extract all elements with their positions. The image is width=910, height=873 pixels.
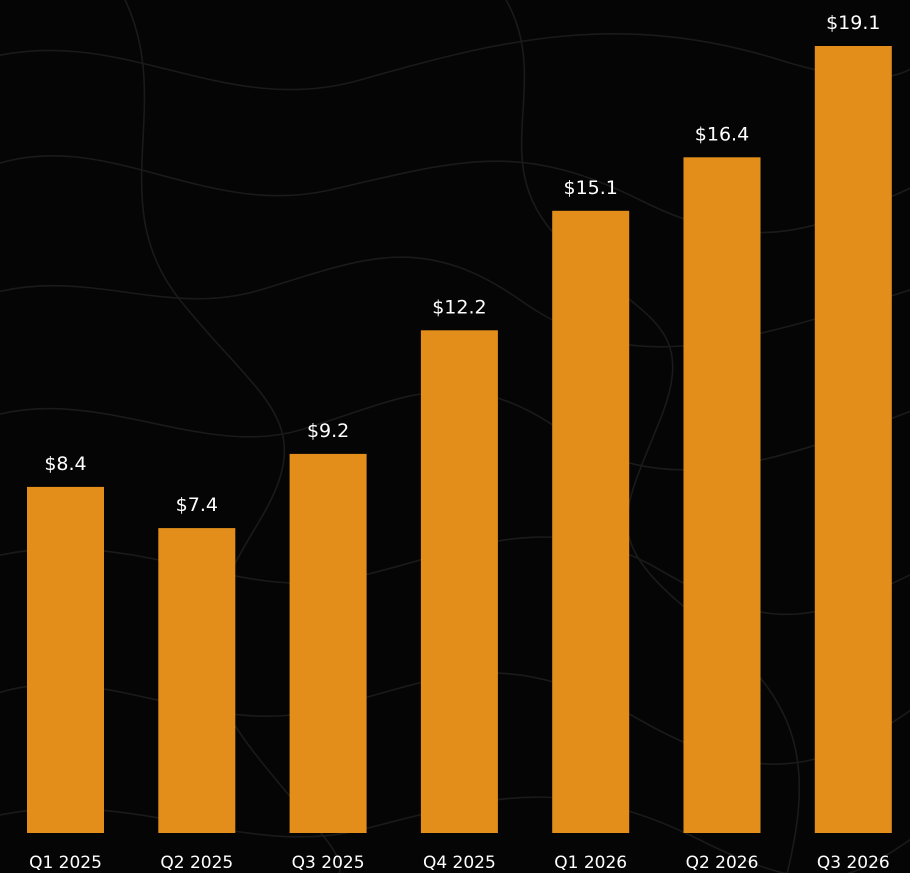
- bar-q3-2025: [289, 453, 367, 833]
- x-tick-label-q2-2025: Q2 2025: [160, 853, 233, 873]
- x-tick-label-q2-2026: Q2 2026: [686, 853, 759, 873]
- bars-layer: [27, 46, 892, 834]
- x-axis-tick-labels: Q1 2025 Q2 2025 Q3 2025 Q4 2025 Q1 2026 Q2 20…: [29, 853, 890, 873]
- bar-value-label-q4-2025: $12.2: [432, 296, 486, 318]
- x-tick-label-q1-2025: Q1 2025: [29, 853, 102, 873]
- bar-q3-2026: [814, 46, 892, 833]
- x-tick-label-q4-2025: Q4 2025: [423, 853, 496, 873]
- bar-value-label-q2-2025: $7.4: [176, 494, 218, 516]
- bar-q1-2025: [27, 486, 104, 833]
- bar-value-label-q3-2025: $9.2: [307, 420, 349, 442]
- bar-q2-2026: [683, 157, 761, 834]
- bar-value-label-q1-2025: $8.4: [44, 453, 86, 475]
- bar-value-label-q3-2026: $19.1: [826, 12, 880, 34]
- x-tick-label-q3-2026: Q3 2026: [817, 853, 890, 873]
- bar-q4-2025: [420, 330, 498, 833]
- x-tick-label-q3-2025: Q3 2025: [292, 853, 365, 873]
- bar-q2-2025: [158, 528, 236, 833]
- x-tick-label-q1-2026: Q1 2026: [554, 853, 627, 873]
- bar-q1-2026: [552, 210, 630, 834]
- value-labels-layer: $8.4 $7.4 $9.2 $12.2 $15.1 $16.4 $19.1: [44, 12, 880, 516]
- bar-value-label-q1-2026: $15.1: [563, 177, 617, 199]
- bar-value-label-q2-2026: $16.4: [695, 123, 749, 145]
